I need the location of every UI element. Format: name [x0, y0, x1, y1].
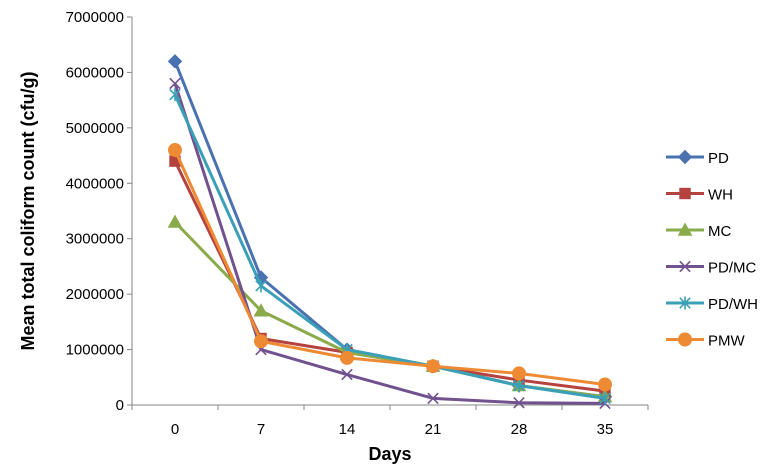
data-point [513, 397, 525, 409]
y-tick-label: 1000000 [66, 342, 124, 359]
x-tick-label: 21 [425, 421, 442, 438]
legend-item: WH [666, 187, 733, 204]
series-mc [167, 214, 613, 403]
y-tick-label: 5000000 [66, 120, 124, 137]
y-tick-label: 0 [116, 397, 124, 414]
data-point [169, 77, 181, 90]
data-point [426, 359, 440, 374]
legend-item: PD/MC [666, 260, 757, 277]
series-layer [167, 54, 613, 410]
legend-label: PD/MC [708, 260, 757, 277]
data-point [167, 54, 183, 69]
legend-marker [677, 222, 693, 236]
legend: PD WH MC PD/MC PD/WH PMW [666, 149, 758, 350]
legend-item: PD/WH [666, 296, 758, 313]
data-point [341, 368, 353, 381]
y-tick-label: 4000000 [66, 175, 124, 192]
legend-marker [678, 332, 692, 347]
series-line [173, 60, 606, 399]
legend-marker [679, 296, 691, 310]
data-point [340, 350, 354, 365]
series-pd-mc [169, 77, 611, 410]
x-tick-label: 0 [171, 421, 179, 438]
legend-item: PD [666, 149, 729, 167]
data-point [168, 143, 182, 158]
legend-marker [679, 187, 691, 200]
data-point [427, 392, 439, 405]
x-tick-label: 28 [511, 421, 528, 438]
data-point [513, 379, 525, 393]
y-tick-label: 2000000 [66, 286, 124, 303]
series-pmw [168, 143, 612, 392]
x-axis-title: Days [368, 444, 411, 464]
series-line [173, 221, 606, 399]
legend-item: MC [666, 222, 731, 240]
legend-label: WH [708, 187, 733, 204]
data-point [255, 279, 267, 293]
legend-marker [679, 260, 691, 273]
legend-label: PD [708, 150, 729, 167]
y-tick-label: 6000000 [66, 64, 124, 81]
x-tick-label: 14 [339, 421, 356, 438]
y-axis-title: Mean total coliform count (cfu/g) [18, 72, 38, 351]
y-tick-label: 7000000 [66, 9, 124, 26]
legend-label: PD/WH [708, 296, 758, 313]
data-point [167, 214, 183, 228]
data-point [254, 334, 268, 349]
y-tick-label: 3000000 [66, 231, 124, 248]
legend-label: MC [708, 223, 731, 240]
data-point [253, 303, 269, 317]
axes: 0 1000000 2000000 3000000 4000000 5000000 6000… [66, 9, 649, 438]
series-line [173, 149, 606, 386]
series-pd-wh [169, 88, 611, 405]
series-line [173, 83, 606, 405]
legend-item: PMW [666, 332, 746, 350]
data-point [599, 391, 611, 405]
series-line [173, 93, 606, 400]
data-point [598, 377, 612, 392]
legend-marker [677, 149, 693, 165]
x-tick-label: 7 [257, 421, 265, 438]
legend-label: PMW [708, 333, 746, 350]
data-point [169, 88, 181, 102]
data-point [512, 366, 526, 381]
x-tick-label: 35 [597, 421, 614, 438]
